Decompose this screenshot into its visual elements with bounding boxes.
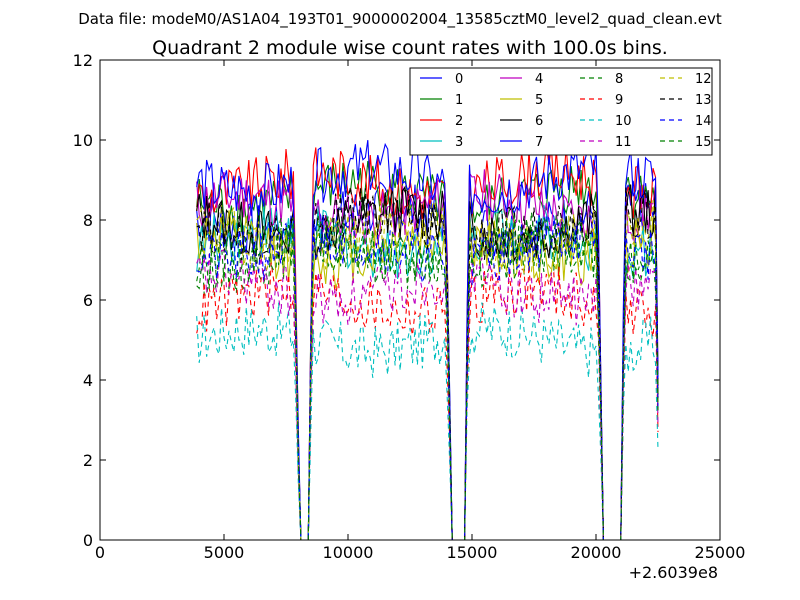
x-axis: 0 5000 10000 15000 20000 25000 [95, 60, 746, 562]
y-tick-label: 0 [83, 531, 93, 550]
x-tick-label: 0 [95, 543, 105, 562]
legend-label-7: 7 [535, 135, 543, 150]
legend-label-13: 13 [695, 93, 712, 108]
y-tick-label: 2 [83, 451, 93, 470]
series-line-9 [196, 262, 659, 541]
legend-label-4: 4 [535, 72, 543, 87]
series-line-14 [196, 211, 659, 541]
legend-label-6: 6 [535, 114, 543, 129]
x-tick-label: 5000 [204, 543, 245, 562]
y-tick-label: 4 [83, 371, 93, 390]
y-tick-label: 10 [73, 131, 93, 150]
series-line-4 [196, 169, 659, 541]
legend-label-2: 2 [455, 114, 463, 129]
x-offset-label: +2.6039e8 [629, 563, 718, 582]
legend-label-5: 5 [535, 93, 543, 108]
chart-suptitle: Data file: modeM0/AS1A04_193T01_90000020… [78, 10, 722, 29]
series-line-13 [196, 185, 659, 541]
chart-title: Quadrant 2 module wise count rates with … [152, 37, 668, 59]
series-layer [196, 140, 659, 541]
y-tick-label: 6 [83, 291, 93, 310]
legend-label-15: 15 [695, 135, 712, 150]
series-line-2 [196, 144, 659, 541]
series-line-6 [196, 184, 659, 541]
legend-label-8: 8 [615, 72, 623, 87]
series-line-10 [196, 302, 659, 541]
legend-label-9: 9 [615, 93, 623, 108]
legend-label-12: 12 [695, 72, 712, 87]
legend-label-1: 1 [455, 93, 463, 108]
legend-label-14: 14 [695, 114, 712, 129]
legend-label-0: 0 [455, 72, 463, 87]
legend-label-3: 3 [455, 135, 463, 150]
x-tick-label: 20000 [571, 543, 622, 562]
series-line-1 [196, 161, 659, 541]
legend-label-11: 11 [615, 135, 632, 150]
y-tick-label: 12 [73, 51, 93, 70]
y-tick-label: 8 [83, 211, 93, 230]
series-line-11 [196, 249, 659, 541]
x-tick-label: 15000 [447, 543, 498, 562]
legend-label-10: 10 [615, 114, 632, 129]
x-tick-label: 10000 [323, 543, 374, 562]
x-tick-label: 25000 [695, 543, 746, 562]
